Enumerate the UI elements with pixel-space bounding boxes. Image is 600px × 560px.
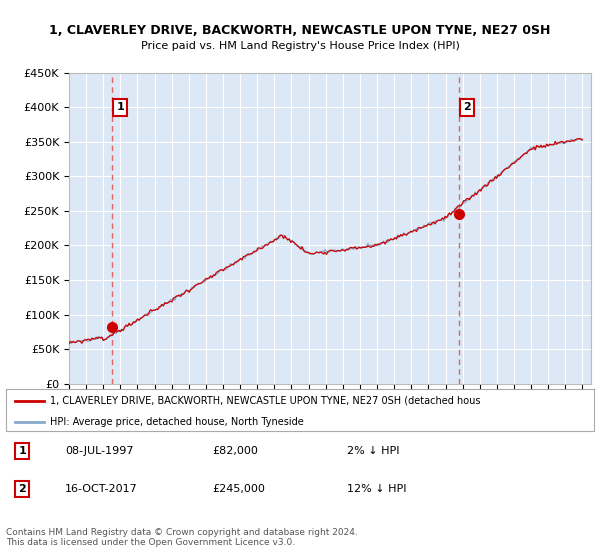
Text: 08-JUL-1997: 08-JUL-1997 [65, 446, 133, 456]
Text: 1, CLAVERLEY DRIVE, BACKWORTH, NEWCASTLE UPON TYNE, NE27 0SH: 1, CLAVERLEY DRIVE, BACKWORTH, NEWCASTLE… [49, 24, 551, 38]
Text: 2% ↓ HPI: 2% ↓ HPI [347, 446, 400, 456]
Text: Price paid vs. HM Land Registry's House Price Index (HPI): Price paid vs. HM Land Registry's House … [140, 41, 460, 51]
Text: 1: 1 [116, 102, 124, 113]
Text: 1: 1 [19, 446, 26, 456]
Text: 2: 2 [463, 102, 471, 113]
Text: £245,000: £245,000 [212, 484, 265, 494]
Text: 16-OCT-2017: 16-OCT-2017 [65, 484, 137, 494]
Text: 1, CLAVERLEY DRIVE, BACKWORTH, NEWCASTLE UPON TYNE, NE27 0SH (detached hous: 1, CLAVERLEY DRIVE, BACKWORTH, NEWCASTLE… [50, 396, 481, 406]
Text: 2: 2 [19, 484, 26, 494]
Text: £82,000: £82,000 [212, 446, 257, 456]
Text: HPI: Average price, detached house, North Tyneside: HPI: Average price, detached house, Nort… [50, 417, 304, 427]
Text: Contains HM Land Registry data © Crown copyright and database right 2024.
This d: Contains HM Land Registry data © Crown c… [6, 528, 358, 547]
Text: 12% ↓ HPI: 12% ↓ HPI [347, 484, 407, 494]
